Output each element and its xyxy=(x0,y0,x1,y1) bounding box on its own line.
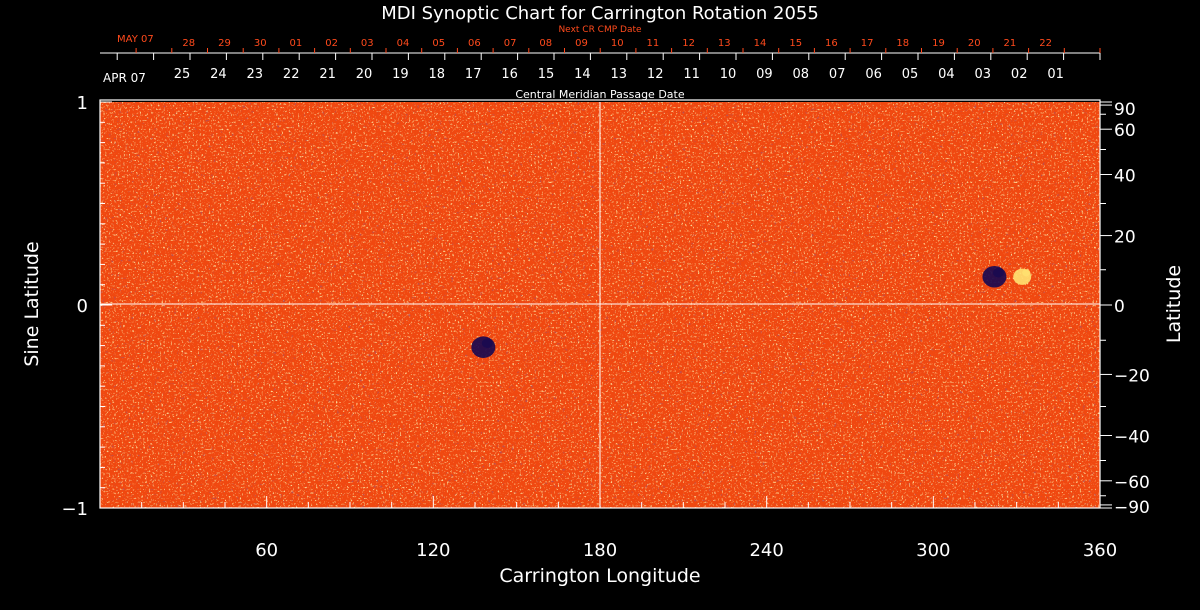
cmp-date-labels: 25 24 23 22 21 20 19 18 17 16 15 14 13 12 11 10 09 08 07 06… xyxy=(116,53,1101,82)
top-date-label: 02 xyxy=(325,38,338,49)
cmp-date-label: 08 xyxy=(793,67,810,82)
top-date-label: 17 xyxy=(861,38,874,49)
negative-polarity-region xyxy=(982,265,1007,288)
top-date-label: 16 xyxy=(825,38,838,49)
y-axis-label-left: Sine Latitude xyxy=(21,241,43,366)
y-right-tick-label: −40 xyxy=(1114,427,1150,447)
cmp-date-label: 11 xyxy=(683,67,700,82)
cmp-date-label: 20 xyxy=(356,67,373,82)
active-regions xyxy=(471,265,1032,359)
negative-polarity-core xyxy=(993,267,1004,278)
cmp-date-label: 03 xyxy=(975,67,992,82)
chart-title: MDI Synoptic Chart for Carrington Rotati… xyxy=(381,3,819,24)
x-tick-label: 180 xyxy=(583,540,617,561)
cmp-date-label: 25 xyxy=(174,67,191,82)
y-right-tick-label: 40 xyxy=(1114,167,1136,187)
cmp-date-label: 21 xyxy=(319,67,336,82)
top-date-label: 30 xyxy=(254,38,267,49)
y-right-tick-label: −90 xyxy=(1114,498,1150,518)
y-left-tick-label: 1 xyxy=(77,93,88,114)
cmp-date-label: 05 xyxy=(902,67,919,82)
top-date-label: 19 xyxy=(932,38,945,49)
top-date-label: 18 xyxy=(896,38,909,49)
top-date-label: 12 xyxy=(682,38,695,49)
x-tick-label: 360 xyxy=(1083,540,1117,561)
top-date-label: 05 xyxy=(432,38,445,49)
top-date-label: 11 xyxy=(647,38,660,49)
x-tick-label: 300 xyxy=(916,540,950,561)
top-date-label: 09 xyxy=(575,38,588,49)
cmp-date-label: 24 xyxy=(210,67,227,82)
x-tick-label: 60 xyxy=(255,540,278,561)
sine-latitude-axis: 1 0 −1 xyxy=(61,93,112,520)
top-date-label: 06 xyxy=(468,38,481,49)
cmp-axis-label: Central Meridian Passage Date xyxy=(515,88,684,101)
top-date-label: 22 xyxy=(1039,38,1052,49)
y-right-tick-label: 60 xyxy=(1114,121,1136,141)
positive-polarity-core xyxy=(1022,269,1031,277)
cmp-date-label: 07 xyxy=(829,67,846,82)
cmp-date-label: 22 xyxy=(283,67,300,82)
cmp-axis-month: APR 07 xyxy=(103,71,146,85)
top-axis-month: MAY 07 xyxy=(117,34,154,45)
y-left-tick-label: 0 xyxy=(77,296,88,317)
cmp-date-label: 01 xyxy=(1047,67,1064,82)
cmp-date-label: 17 xyxy=(465,67,482,82)
top-date-label: 04 xyxy=(397,38,410,49)
top-date-label: 01 xyxy=(290,38,303,49)
cmp-date-label: 19 xyxy=(392,67,409,82)
next-cr-cmp-date-axis: Next CR CMP Date MAY 07 22 21 20 19 18 17 16 15… xyxy=(100,25,1101,54)
y-right-tick-label: 0 xyxy=(1114,297,1125,317)
top-axis-ticks xyxy=(135,48,1101,53)
cmp-date-label: 23 xyxy=(247,67,264,82)
x-tick-label: 240 xyxy=(749,540,783,561)
cmp-date-label: 13 xyxy=(611,67,628,82)
cmp-date-label: 02 xyxy=(1011,67,1028,82)
cmp-date-label: 16 xyxy=(501,67,518,82)
cmp-date-label: 04 xyxy=(938,67,955,82)
top-date-label: 13 xyxy=(718,38,731,49)
top-date-label: 15 xyxy=(789,38,802,49)
cmp-date-label: 14 xyxy=(574,67,591,82)
top-date-label: 03 xyxy=(361,38,374,49)
cmp-date-label: 15 xyxy=(538,67,555,82)
negative-polarity-region xyxy=(471,336,496,359)
central-meridian-passage-axis: APR 07 25 24 23 22 21 20 19 18 17 16 15 14 13 12 11 10 0… xyxy=(103,53,1101,101)
top-axis-label: Next CR CMP Date xyxy=(558,25,642,35)
y-right-tick-label: 20 xyxy=(1114,228,1136,248)
top-date-label: 20 xyxy=(968,38,981,49)
top-date-label: 29 xyxy=(218,38,231,49)
top-date-label: 08 xyxy=(539,38,552,49)
y-axis-label-right: Latitude xyxy=(1163,265,1185,343)
top-date-label: 28 xyxy=(182,38,195,49)
top-date-label: 14 xyxy=(754,38,767,49)
top-axis-date-labels: 22 21 20 19 18 17 16 15 14 13 12 11 10 09 08 07 06 05 04 03… xyxy=(182,38,1052,49)
cmp-date-label: 18 xyxy=(429,67,446,82)
top-date-label: 07 xyxy=(504,38,517,49)
carrington-longitude-axis: 60 120 180 240 300 360 xyxy=(99,496,1117,561)
cmp-date-label: 10 xyxy=(720,67,737,82)
x-tick-label: 120 xyxy=(416,540,450,561)
synoptic-map-area xyxy=(99,99,1101,509)
y-right-tick-label: −20 xyxy=(1114,366,1150,386)
y-right-tick-label: 90 xyxy=(1114,100,1136,120)
top-date-label: 21 xyxy=(1004,38,1017,49)
y-left-tick-label: −1 xyxy=(61,499,88,520)
y-right-tick-label: −60 xyxy=(1114,473,1150,493)
cmp-date-label: 06 xyxy=(865,67,882,82)
x-axis-label: Carrington Longitude xyxy=(499,565,700,587)
cmp-date-label: 12 xyxy=(647,67,664,82)
cmp-date-label: 09 xyxy=(756,67,773,82)
negative-polarity-core xyxy=(481,338,493,349)
top-date-label: 10 xyxy=(611,38,624,49)
